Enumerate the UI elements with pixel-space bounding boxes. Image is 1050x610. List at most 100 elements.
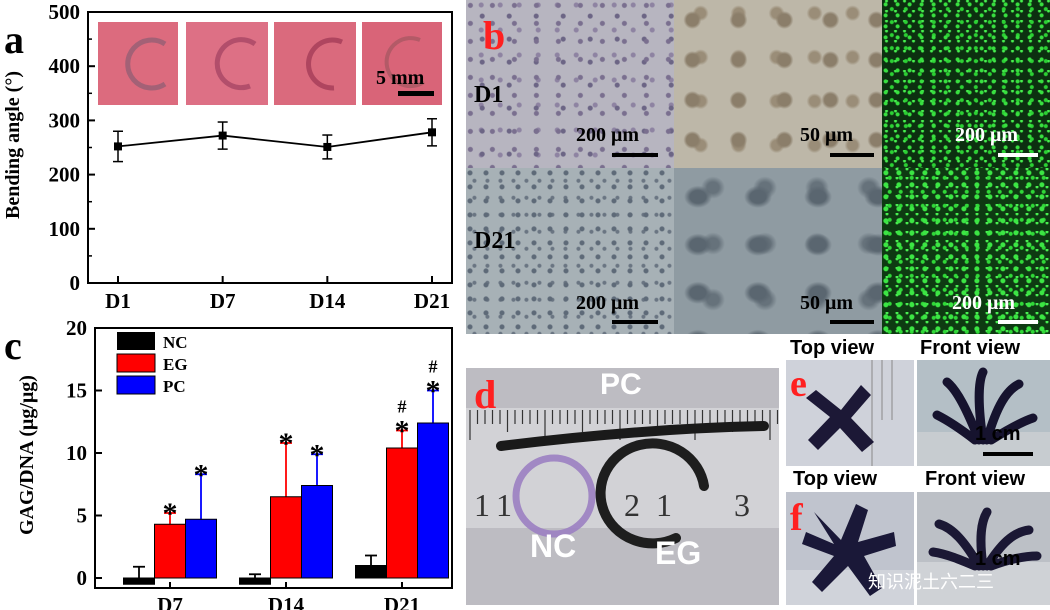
panel-letter-f: f [790, 497, 803, 539]
bar-pc [301, 485, 333, 579]
photo-e-top [786, 360, 914, 466]
label-e-front-view: Front view [920, 337, 1021, 359]
significance-star: * [163, 497, 178, 530]
ruler-digit-5: 3 [734, 487, 750, 523]
ytick-label-c: 0 [77, 566, 88, 590]
bar-pc [417, 422, 449, 579]
label-pc: PC [600, 368, 642, 401]
significance-star: * [279, 427, 294, 460]
bending-photo-d1 [98, 22, 178, 105]
significance-star: * [194, 458, 209, 491]
bar-nc [239, 577, 271, 585]
label-f-front-view: Front view [925, 468, 1026, 490]
micrograph-d1-50um [674, 0, 882, 168]
scale-text-b4: 200 μm [576, 292, 639, 314]
label-f-top-view: Top view [793, 468, 878, 490]
fluorescence-d1 [882, 0, 1050, 168]
scale-bar-b4 [612, 320, 658, 324]
scale-text-b2: 50 μm [800, 124, 853, 146]
micrograph-d21-200um [466, 168, 674, 334]
data-point-a [114, 142, 122, 151]
panel-letter-e: e [790, 363, 807, 405]
xtick-label-c: D21 [384, 593, 420, 610]
ytick-label-a: 0 [70, 271, 81, 295]
scale-text-f: 1 cm [975, 548, 1021, 570]
nc-ring [512, 454, 596, 538]
ytick-label-a: 100 [49, 217, 81, 241]
legend-swatch-nc [117, 332, 155, 350]
watermark: 知识泥土六二三 [868, 572, 994, 593]
data-point-a [428, 128, 436, 137]
bending-photo-d7 [186, 22, 268, 105]
ytick-label-c: 10 [66, 441, 87, 465]
ylabel-a: Bending angle (°) [2, 71, 24, 219]
scale-bar-b5 [830, 320, 874, 324]
xtick-label-a: D1 [105, 289, 131, 313]
legend-swatch-eg [116, 353, 156, 373]
legend-label-pc: PC [163, 377, 186, 396]
legend-label-eg: EG [163, 355, 188, 374]
panel-letter-b: b [483, 13, 506, 58]
ylabel-c: GAG/DNA (μg/μg) [16, 375, 38, 535]
significance-star: * [426, 375, 441, 408]
ytick-label-a: 300 [49, 108, 81, 132]
significance-star: * [310, 438, 325, 471]
xtick-label-a: D7 [210, 289, 236, 313]
ytick-label-c: 5 [77, 504, 88, 528]
scale-bar-b6 [998, 320, 1038, 324]
ring-photo: 1 1 2 1 3 [466, 368, 779, 605]
bending-photo-d14 [274, 22, 356, 105]
scale-bar-b2 [830, 153, 874, 157]
scale-bar-e [983, 452, 1033, 456]
bar-eg [270, 496, 302, 579]
bending-angle-chart: 5 mm 0 100 200 300 400 500 D1 D7 D14 D21 Bending … [2, 0, 453, 313]
xtick-label-c: D14 [268, 593, 305, 610]
xtick-label-a: D14 [309, 289, 346, 313]
photo-f-top [786, 492, 914, 605]
significance-star: * [395, 415, 410, 448]
scale-text-b6: 200 μm [952, 292, 1015, 314]
row-label-d21: D21 [474, 228, 516, 254]
legend-label-nc: NC [163, 333, 188, 352]
significance-hash: # [429, 357, 438, 377]
scale-text-b5: 50 μm [800, 292, 853, 314]
panel-letter-c: c [4, 323, 22, 368]
scale-text-b1: 200 μm [576, 124, 639, 146]
legend: NC EG PC [116, 332, 188, 396]
scale-text-e: 1 cm [975, 423, 1021, 445]
label-eg: EG [655, 535, 702, 571]
scale-bar-b1 [612, 153, 658, 157]
label-nc: NC [530, 528, 577, 564]
bar-eg [154, 523, 186, 579]
ytick-label-a: 200 [49, 163, 81, 187]
axes-frame-c [94, 327, 453, 589]
panel-letter-d: d [474, 372, 497, 417]
ruler-digit-2: 1 [496, 487, 512, 523]
scale-text-a: 5 mm [376, 67, 425, 89]
scale-bar-a [398, 91, 434, 96]
ytick-label-a: 400 [49, 54, 81, 78]
data-point-a [218, 131, 227, 140]
fluorescence-d21 [882, 168, 1050, 334]
ytick-label-c: 15 [66, 379, 87, 403]
ytick-label-c: 20 [66, 320, 87, 340]
bar-nc [355, 565, 387, 579]
bar-pc [185, 518, 217, 579]
micrograph-d21-50um [674, 168, 882, 334]
micrograph-d1-200um [466, 0, 674, 168]
bar-eg [386, 447, 418, 579]
scale-bar-b3 [998, 153, 1038, 157]
panel-letter-a: a [4, 17, 24, 62]
ruler-digit-4: 1 [656, 487, 672, 523]
ruler-digit-1: 1 [474, 487, 490, 523]
series-line-bending [117, 131, 433, 148]
xtick-label-c: D7 [157, 593, 183, 610]
bending-photos [98, 22, 442, 105]
legend-swatch-pc [116, 375, 156, 395]
significance-hash: # [398, 397, 407, 417]
ytick-label-a: 500 [49, 0, 81, 24]
xtick-label-a: D21 [414, 289, 450, 313]
bar-nc [123, 577, 155, 585]
label-e-top-view: Top view [790, 337, 875, 359]
pc-strip [496, 421, 769, 451]
